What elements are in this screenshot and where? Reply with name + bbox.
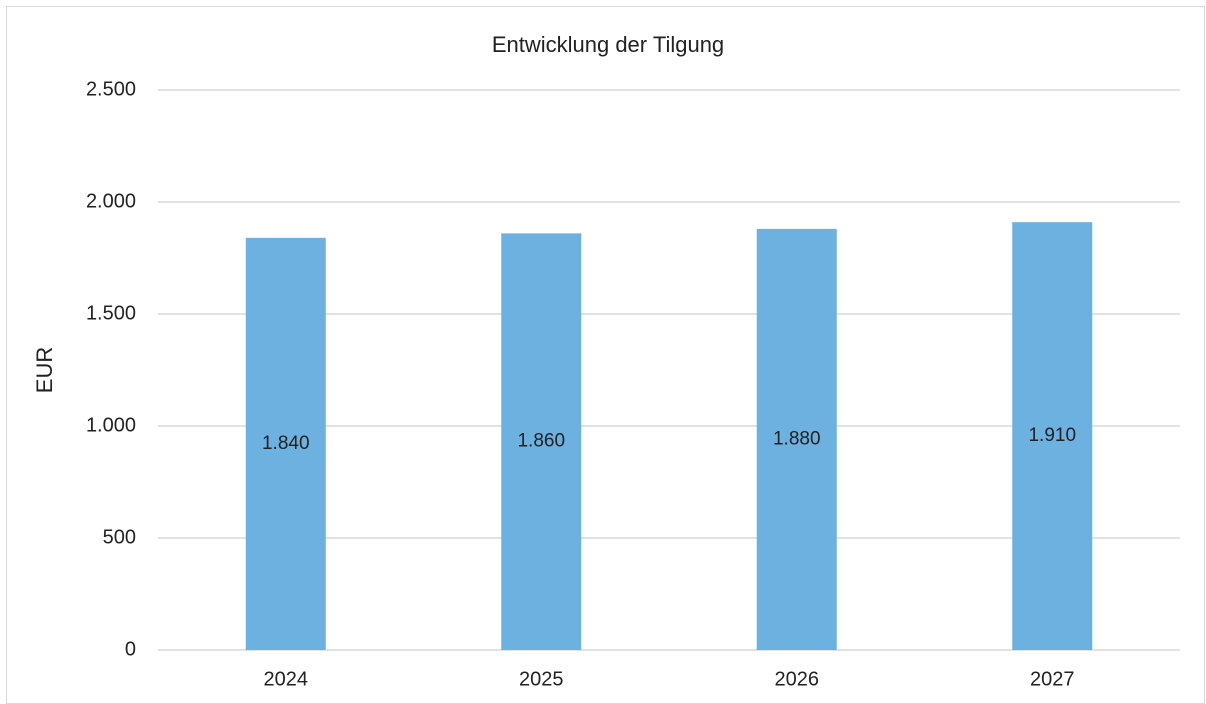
bar — [501, 233, 582, 651]
chart-title: Entwicklung der Tilgung — [492, 32, 724, 57]
x-tick-label: 2026 — [775, 668, 820, 690]
y-axis-label: EUR — [32, 347, 57, 393]
data-label: 1.880 — [773, 428, 821, 449]
x-tick-label: 2024 — [264, 668, 309, 690]
y-tick-label: 2.000 — [86, 190, 136, 212]
y-tick-label: 2.500 — [86, 78, 136, 100]
y-tick-label: 0 — [125, 638, 136, 660]
data-label: 1.840 — [262, 433, 310, 454]
bar — [1012, 222, 1093, 650]
bar — [756, 228, 837, 650]
x-tick-label: 2025 — [519, 668, 564, 690]
y-tick-label: 1.500 — [86, 302, 136, 324]
data-label: 1.910 — [1028, 425, 1076, 446]
y-tick-label: 500 — [103, 526, 136, 548]
data-label: 1.860 — [517, 431, 565, 452]
chart-frame — [6, 6, 1205, 704]
x-tick-label: 2027 — [1030, 668, 1075, 690]
bar — [245, 237, 326, 650]
y-tick-label: 1.000 — [86, 414, 136, 436]
